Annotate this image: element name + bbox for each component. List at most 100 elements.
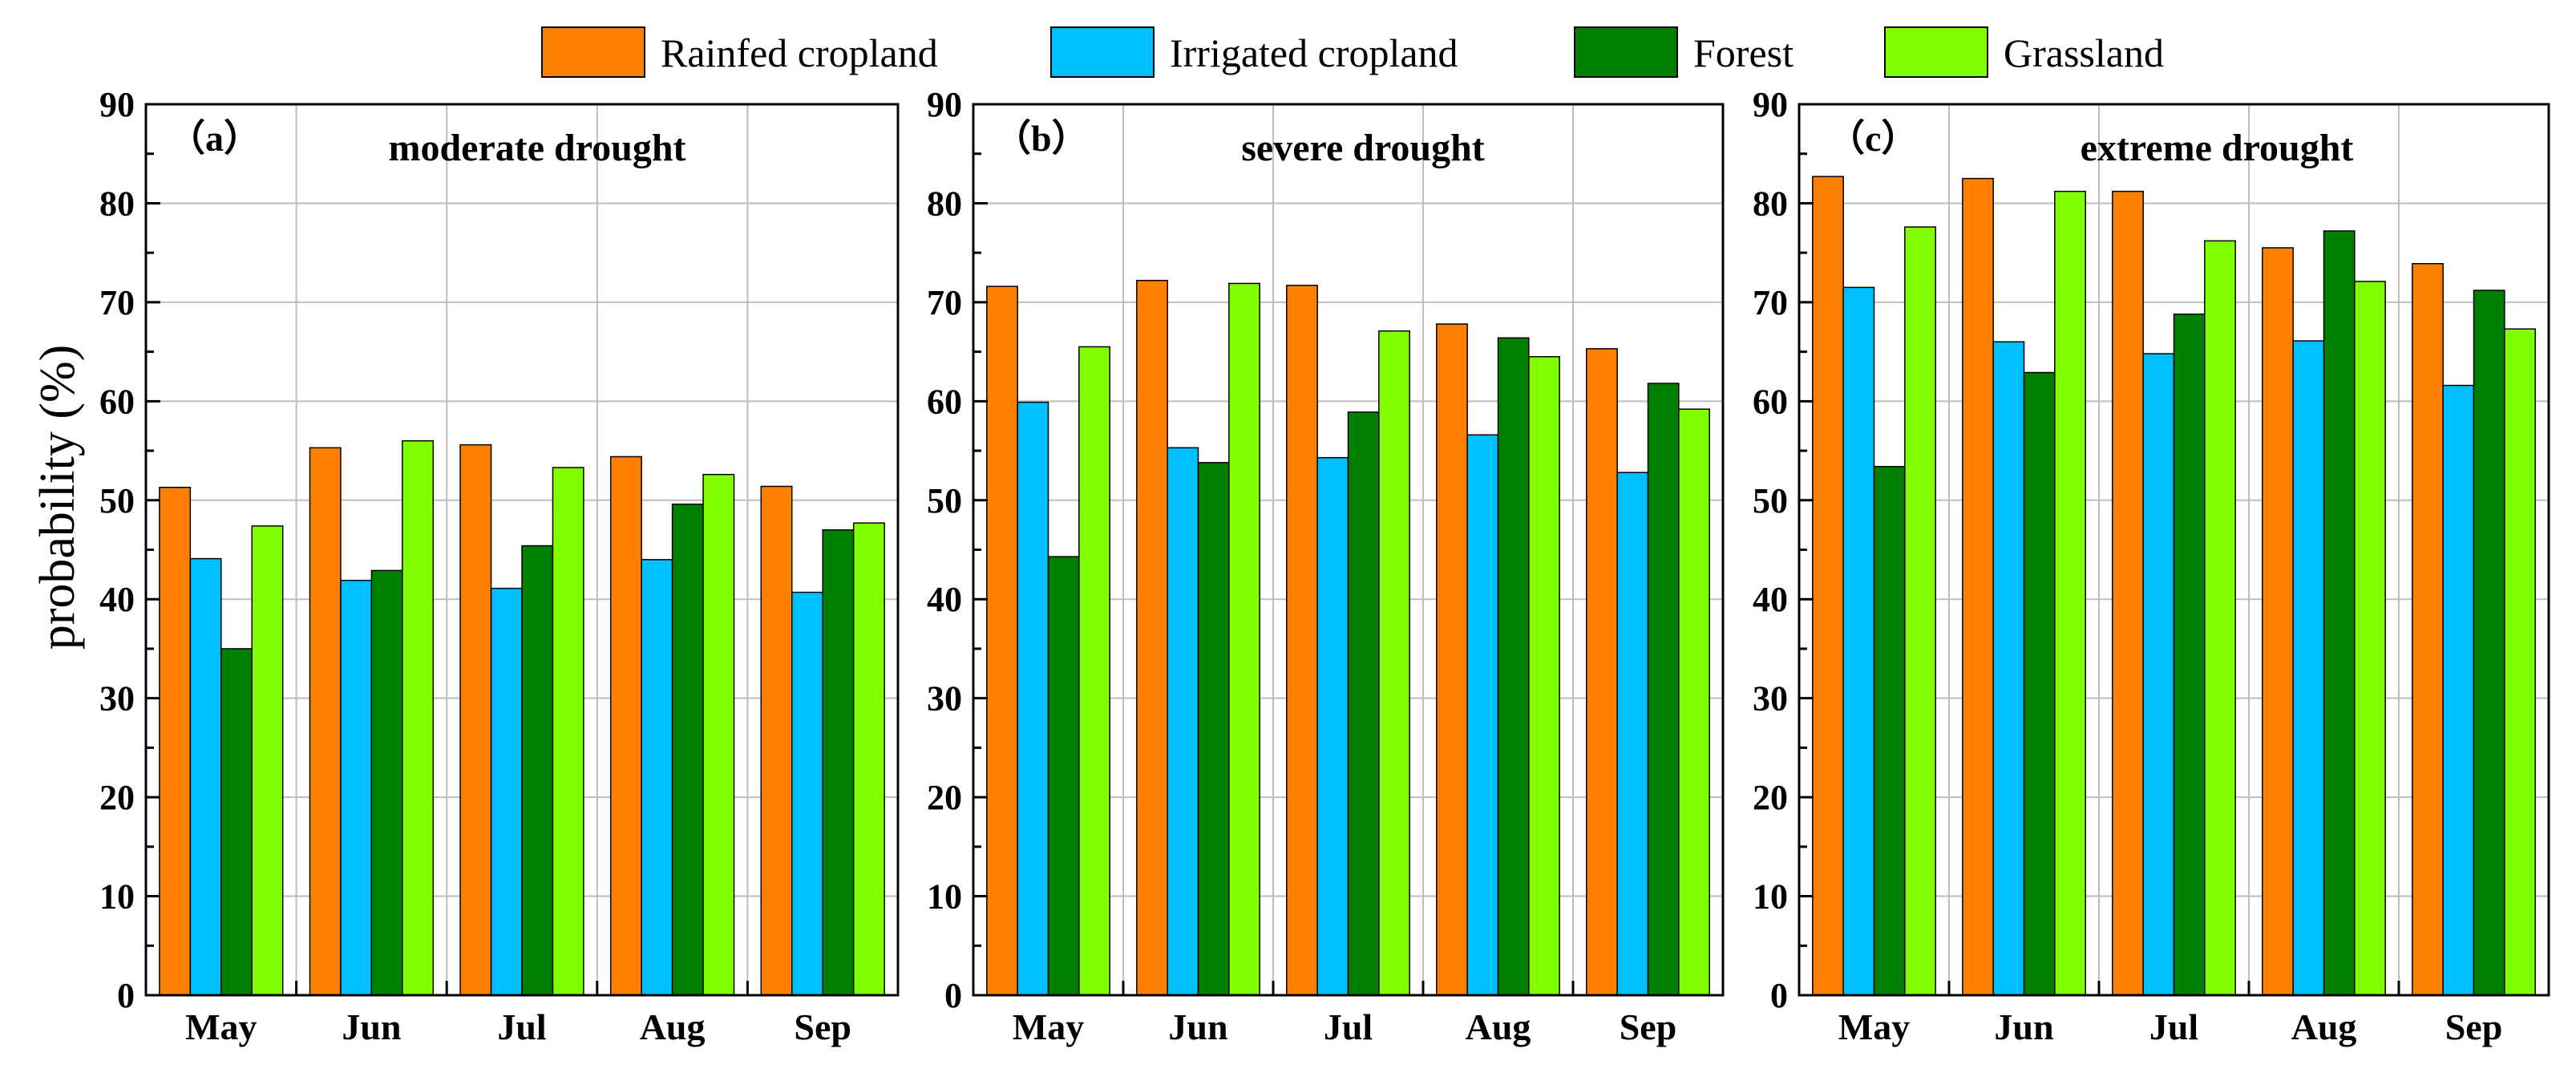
panel-1: 0 10 20 30 40 50 60 70 80 90 May Jun Jul Aug Sep （a） mod… (99, 85, 900, 1047)
bar-may-series-2 (1842, 286, 1875, 996)
bar-aug-series-2 (2292, 340, 2325, 996)
bar-jul-series-3 (521, 545, 554, 996)
bar-sep-series-4 (852, 522, 885, 996)
bar-aug-series-3 (2323, 230, 2356, 996)
legend: Rainfed cropland Irrigated cropland Forest… (541, 26, 2164, 78)
bar-jul-series-3 (1347, 411, 1380, 996)
x-tick-label-jul: Jul (497, 1006, 546, 1047)
y-tick-label: 30 (1753, 679, 1788, 719)
bar-aug-series-1 (609, 455, 642, 996)
y-tick-label: 80 (927, 184, 962, 223)
bar-jun-series-4 (2054, 190, 2086, 996)
y-tick-label: 0 (117, 976, 135, 1015)
bar-aug-series-2 (1466, 434, 1499, 996)
bar-may-series-4 (1904, 226, 1936, 996)
bar-jun-series-2 (1167, 447, 1199, 996)
panel-tag: （b） (994, 118, 1089, 159)
x-tick-label-aug: Aug (1466, 1006, 1531, 1047)
bar-may-series-1 (1812, 176, 1844, 996)
panel-3: 0 10 20 30 40 50 60 70 80 90 May Jun Jul Aug Sep （c） ext… (1753, 85, 2550, 1047)
y-tick-label: 30 (99, 679, 135, 719)
legend-label-4: Grassland (2004, 30, 2164, 75)
bar-aug-series-4 (702, 473, 735, 996)
x-tick-label-aug: Aug (640, 1006, 706, 1047)
bar-jul-series-1 (2112, 190, 2144, 996)
bar-sep-series-1 (1586, 348, 1618, 996)
y-tick-label: 70 (99, 283, 135, 322)
y-tick-label: 70 (927, 283, 962, 322)
y-tick-label: 0 (944, 976, 962, 1015)
x-tick-label-may: May (185, 1006, 257, 1047)
y-tick-label: 90 (99, 85, 135, 124)
bar-jul-series-1 (459, 443, 492, 996)
bar-sep-series-2 (1616, 472, 1649, 996)
y-tick-label: 50 (927, 481, 962, 520)
y-tick-label: 90 (927, 85, 962, 124)
y-tick-label: 50 (1753, 481, 1788, 520)
bar-jul-series-4 (552, 467, 584, 996)
y-tick-label: 90 (1753, 85, 1788, 124)
panels: 0 10 20 30 40 50 60 70 80 90 May Jun Jul Aug Sep （a） mod… (99, 85, 2550, 1047)
bar-jul-series-1 (1286, 285, 1318, 996)
bar-sep-series-2 (2442, 384, 2475, 996)
bar-sep-series-4 (1678, 408, 1710, 996)
bar-sep-series-2 (791, 591, 823, 996)
y-axis-label: probability (%) (30, 345, 85, 650)
bar-sep-series-4 (2504, 328, 2536, 996)
x-tick-label-may: May (1013, 1006, 1084, 1047)
x-tick-label-jul: Jul (1324, 1006, 1373, 1047)
bar-may-series-4 (1078, 346, 1110, 996)
bar-jul-series-2 (1316, 456, 1349, 996)
bar-jul-series-4 (2204, 240, 2236, 996)
bar-aug-series-1 (1436, 323, 1468, 996)
bar-jun-series-3 (2023, 371, 2056, 996)
y-tick-label: 30 (927, 679, 962, 719)
bar-may-series-1 (986, 285, 1018, 996)
x-tick-label-sep: Sep (794, 1006, 851, 1047)
panel-tag: （c） (1828, 118, 1918, 159)
panel-title: moderate drought (388, 127, 685, 169)
bar-sep-series-3 (822, 529, 855, 996)
bar-may-series-4 (251, 525, 284, 996)
bar-aug-series-2 (641, 559, 673, 996)
bar-jul-series-4 (1378, 330, 1410, 996)
x-tick-label-jun: Jun (1168, 1006, 1227, 1047)
x-tick-label-jul: Jul (2149, 1006, 2198, 1047)
legend-swatch-1 (541, 26, 645, 78)
x-tick-label-may: May (1838, 1006, 1910, 1047)
bar-jul-series-2 (490, 587, 523, 996)
bar-jun-series-2 (340, 580, 373, 996)
y-tick-label: 20 (927, 778, 962, 817)
bar-may-series-3 (1047, 556, 1080, 996)
bar-may-series-2 (1017, 401, 1049, 996)
x-tick-label-sep: Sep (2445, 1006, 2503, 1047)
bar-may-series-3 (1873, 466, 1906, 996)
x-tick-label-jun: Jun (1994, 1006, 2053, 1047)
bar-jun-series-1 (1962, 177, 1994, 996)
bar-sep-series-1 (760, 485, 793, 996)
y-tick-label: 40 (99, 580, 135, 619)
bar-jun-series-2 (1992, 341, 2025, 996)
y-tick-label: 60 (99, 382, 135, 421)
bar-aug-series-3 (671, 503, 704, 996)
bar-jun-series-4 (402, 439, 435, 996)
y-tick-label: 60 (927, 382, 962, 421)
legend-swatch-4 (1884, 26, 1988, 78)
x-tick-label-aug: Aug (2291, 1006, 2357, 1047)
y-tick-label: 20 (99, 778, 135, 817)
legend-label-3: Forest (1693, 30, 1793, 75)
bar-sep-series-3 (2473, 289, 2505, 996)
panel-title: severe drought (1241, 127, 1485, 169)
bar-aug-series-3 (1497, 337, 1530, 996)
bar-jun-series-1 (309, 447, 342, 996)
y-tick-label: 10 (99, 877, 135, 917)
x-tick-label-sep: Sep (1620, 1006, 1677, 1047)
y-tick-label: 50 (99, 481, 135, 520)
bar-aug-series-1 (2262, 247, 2294, 996)
bar-jun-series-3 (1197, 462, 1230, 996)
bar-jul-series-2 (2142, 353, 2175, 996)
y-tick-label: 40 (927, 580, 962, 619)
y-tick-label: 60 (1753, 382, 1788, 421)
